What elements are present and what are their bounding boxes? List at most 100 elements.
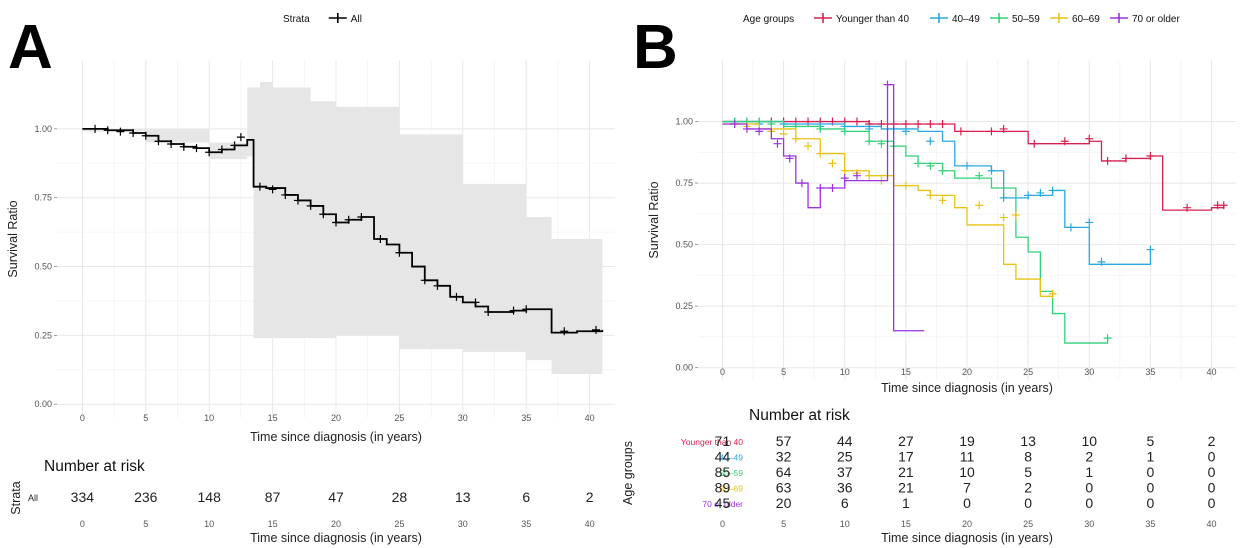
y-tick-label: 0.25 (34, 330, 52, 340)
censor-mark (828, 184, 837, 192)
censor-mark (816, 184, 825, 192)
risk-count: 0 (1208, 464, 1216, 480)
risk-row-label: 70 or older (702, 499, 743, 509)
censor-mark (433, 281, 442, 290)
censor-mark (1066, 223, 1075, 232)
risk-count: 1 (902, 495, 910, 511)
censor-mark (116, 127, 125, 136)
risk-count: 2 (1024, 480, 1032, 496)
censor-mark (268, 185, 277, 194)
risk-count: 6 (522, 489, 530, 505)
censor-mark (452, 292, 461, 301)
censor-mark (344, 215, 353, 224)
y-tick-label: 0.50 (34, 262, 52, 272)
censor-mark (852, 117, 861, 126)
censor-mark (154, 137, 163, 146)
risk-x-tick-label: 30 (1084, 519, 1094, 529)
x-tick-label: 35 (521, 413, 531, 423)
legend-title: Strata (283, 14, 310, 25)
x-tick-label: 30 (1084, 367, 1094, 377)
risk-x-tick-label: 0 (720, 519, 725, 529)
x-tick-label: 40 (1207, 367, 1217, 377)
risk-count: 0 (1147, 495, 1155, 511)
x-tick-label: 10 (204, 413, 214, 423)
risk-count: 0 (1085, 495, 1093, 511)
censor-mark (293, 196, 302, 205)
censor-mark (1048, 289, 1057, 298)
censor-mark (755, 127, 764, 136)
censor-mark (999, 124, 1008, 133)
censor-mark (975, 171, 984, 180)
risk-count: 87 (265, 489, 281, 505)
censor-mark (926, 120, 935, 128)
censor-mark (509, 306, 518, 315)
y-tick-label: 1.00 (675, 117, 693, 127)
censor-mark (1085, 134, 1094, 143)
censor-mark (999, 213, 1008, 222)
censor-mark (804, 142, 813, 151)
censor-mark (357, 212, 366, 221)
censor-mark (883, 80, 892, 89)
risk-count: 17 (898, 449, 914, 465)
x-tick-label: 5 (143, 413, 148, 423)
risk-count: 1 (1085, 464, 1093, 480)
censor-mark (1103, 334, 1112, 343)
y-tick-label: 1.00 (34, 124, 52, 134)
y-tick-label: 0.00 (675, 363, 693, 373)
censor-mark (840, 174, 849, 183)
censor-mark (1085, 218, 1094, 227)
censor-mark (1103, 156, 1112, 165)
censor-mark (914, 159, 923, 168)
x-tick-label: 0 (720, 367, 725, 377)
x-tick-label: 30 (458, 413, 468, 423)
censor-mark (205, 148, 214, 157)
censor-mark (91, 124, 100, 133)
risk-row-label: 60–69 (719, 484, 743, 494)
censor-mark (901, 181, 910, 190)
risk-count: 0 (1147, 480, 1155, 496)
panel-a: A0 5 10 15 20 25 30 35 400.000.250.500.751.00Tim… (6, 13, 615, 545)
censor-mark (236, 133, 245, 142)
risk-x-tick-label: 15 (901, 519, 911, 529)
risk-count: 2 (1085, 449, 1093, 465)
censor-mark (522, 305, 531, 314)
censor-mark (179, 142, 188, 151)
risk-x-tick-label: 10 (204, 519, 214, 529)
x-tick-label: 0 (80, 413, 85, 423)
censor-mark (395, 248, 404, 257)
y-axis-title: Survival Ratio (647, 181, 661, 258)
censor-mark (938, 196, 947, 205)
risk-count: 36 (837, 480, 853, 496)
panel-letter: A (8, 13, 53, 82)
censor-mark (1011, 211, 1020, 220)
survival-step-line (722, 123, 1054, 297)
censor-mark (167, 139, 176, 148)
risk-y-axis-title: Age groups (621, 441, 635, 505)
censor-mark (1030, 139, 1039, 148)
x-tick-label: 10 (840, 367, 850, 377)
legend-label: 70 or older (1132, 14, 1180, 25)
risk-row-label: 40–49 (719, 453, 743, 463)
censor-mark (420, 276, 429, 285)
censor-mark (963, 161, 971, 170)
legend-label: 60–69 (1072, 14, 1100, 25)
risk-x-tick-label: 10 (840, 519, 850, 529)
risk-count: 13 (455, 489, 471, 505)
risk-count: 334 (71, 489, 95, 505)
x-tick-label: 15 (268, 413, 278, 423)
x-axis-title: Time since diagnosis (in years) (881, 381, 1053, 395)
censor-mark (816, 149, 825, 158)
x-tick-label: 5 (781, 367, 786, 377)
risk-x-tick-label: 5 (143, 519, 148, 529)
legend-key (930, 13, 948, 23)
risk-count: 2 (1208, 433, 1216, 449)
risk-y-axis-title: Strata (9, 481, 23, 514)
risk-x-tick-label: 5 (781, 519, 786, 529)
censor-mark (828, 159, 837, 168)
censor-mark (1146, 152, 1155, 160)
risk-count: 236 (134, 489, 158, 505)
panel-letter: B (633, 13, 678, 82)
risk-x-tick-label: 35 (1145, 519, 1155, 529)
